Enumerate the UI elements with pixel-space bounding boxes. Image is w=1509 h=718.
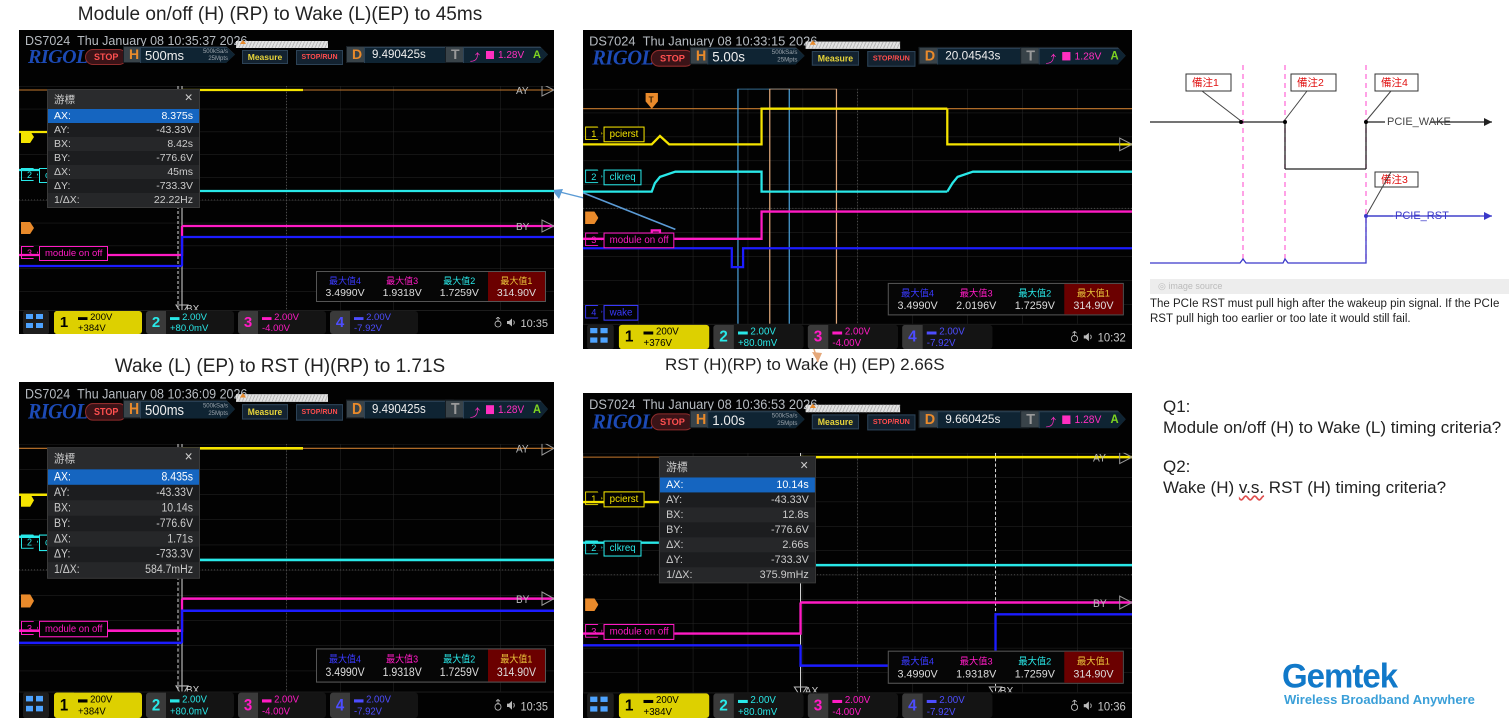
svg-text:AY: AY xyxy=(516,86,529,97)
svg-text:備注1: 備注1 xyxy=(1192,76,1219,89)
svg-text:AY: AY xyxy=(1093,453,1106,464)
svg-text:PCIE_WAKE: PCIE_WAKE xyxy=(1387,116,1451,128)
svg-text:備注4: 備注4 xyxy=(1381,76,1408,89)
svg-text:備注3: 備注3 xyxy=(1381,173,1408,186)
svg-text:AY: AY xyxy=(516,444,529,456)
svg-text:BY: BY xyxy=(516,222,530,233)
svg-text:BY: BY xyxy=(1093,599,1107,610)
svg-text:備注2: 備注2 xyxy=(1297,76,1324,89)
svg-text:BY: BY xyxy=(516,594,529,607)
